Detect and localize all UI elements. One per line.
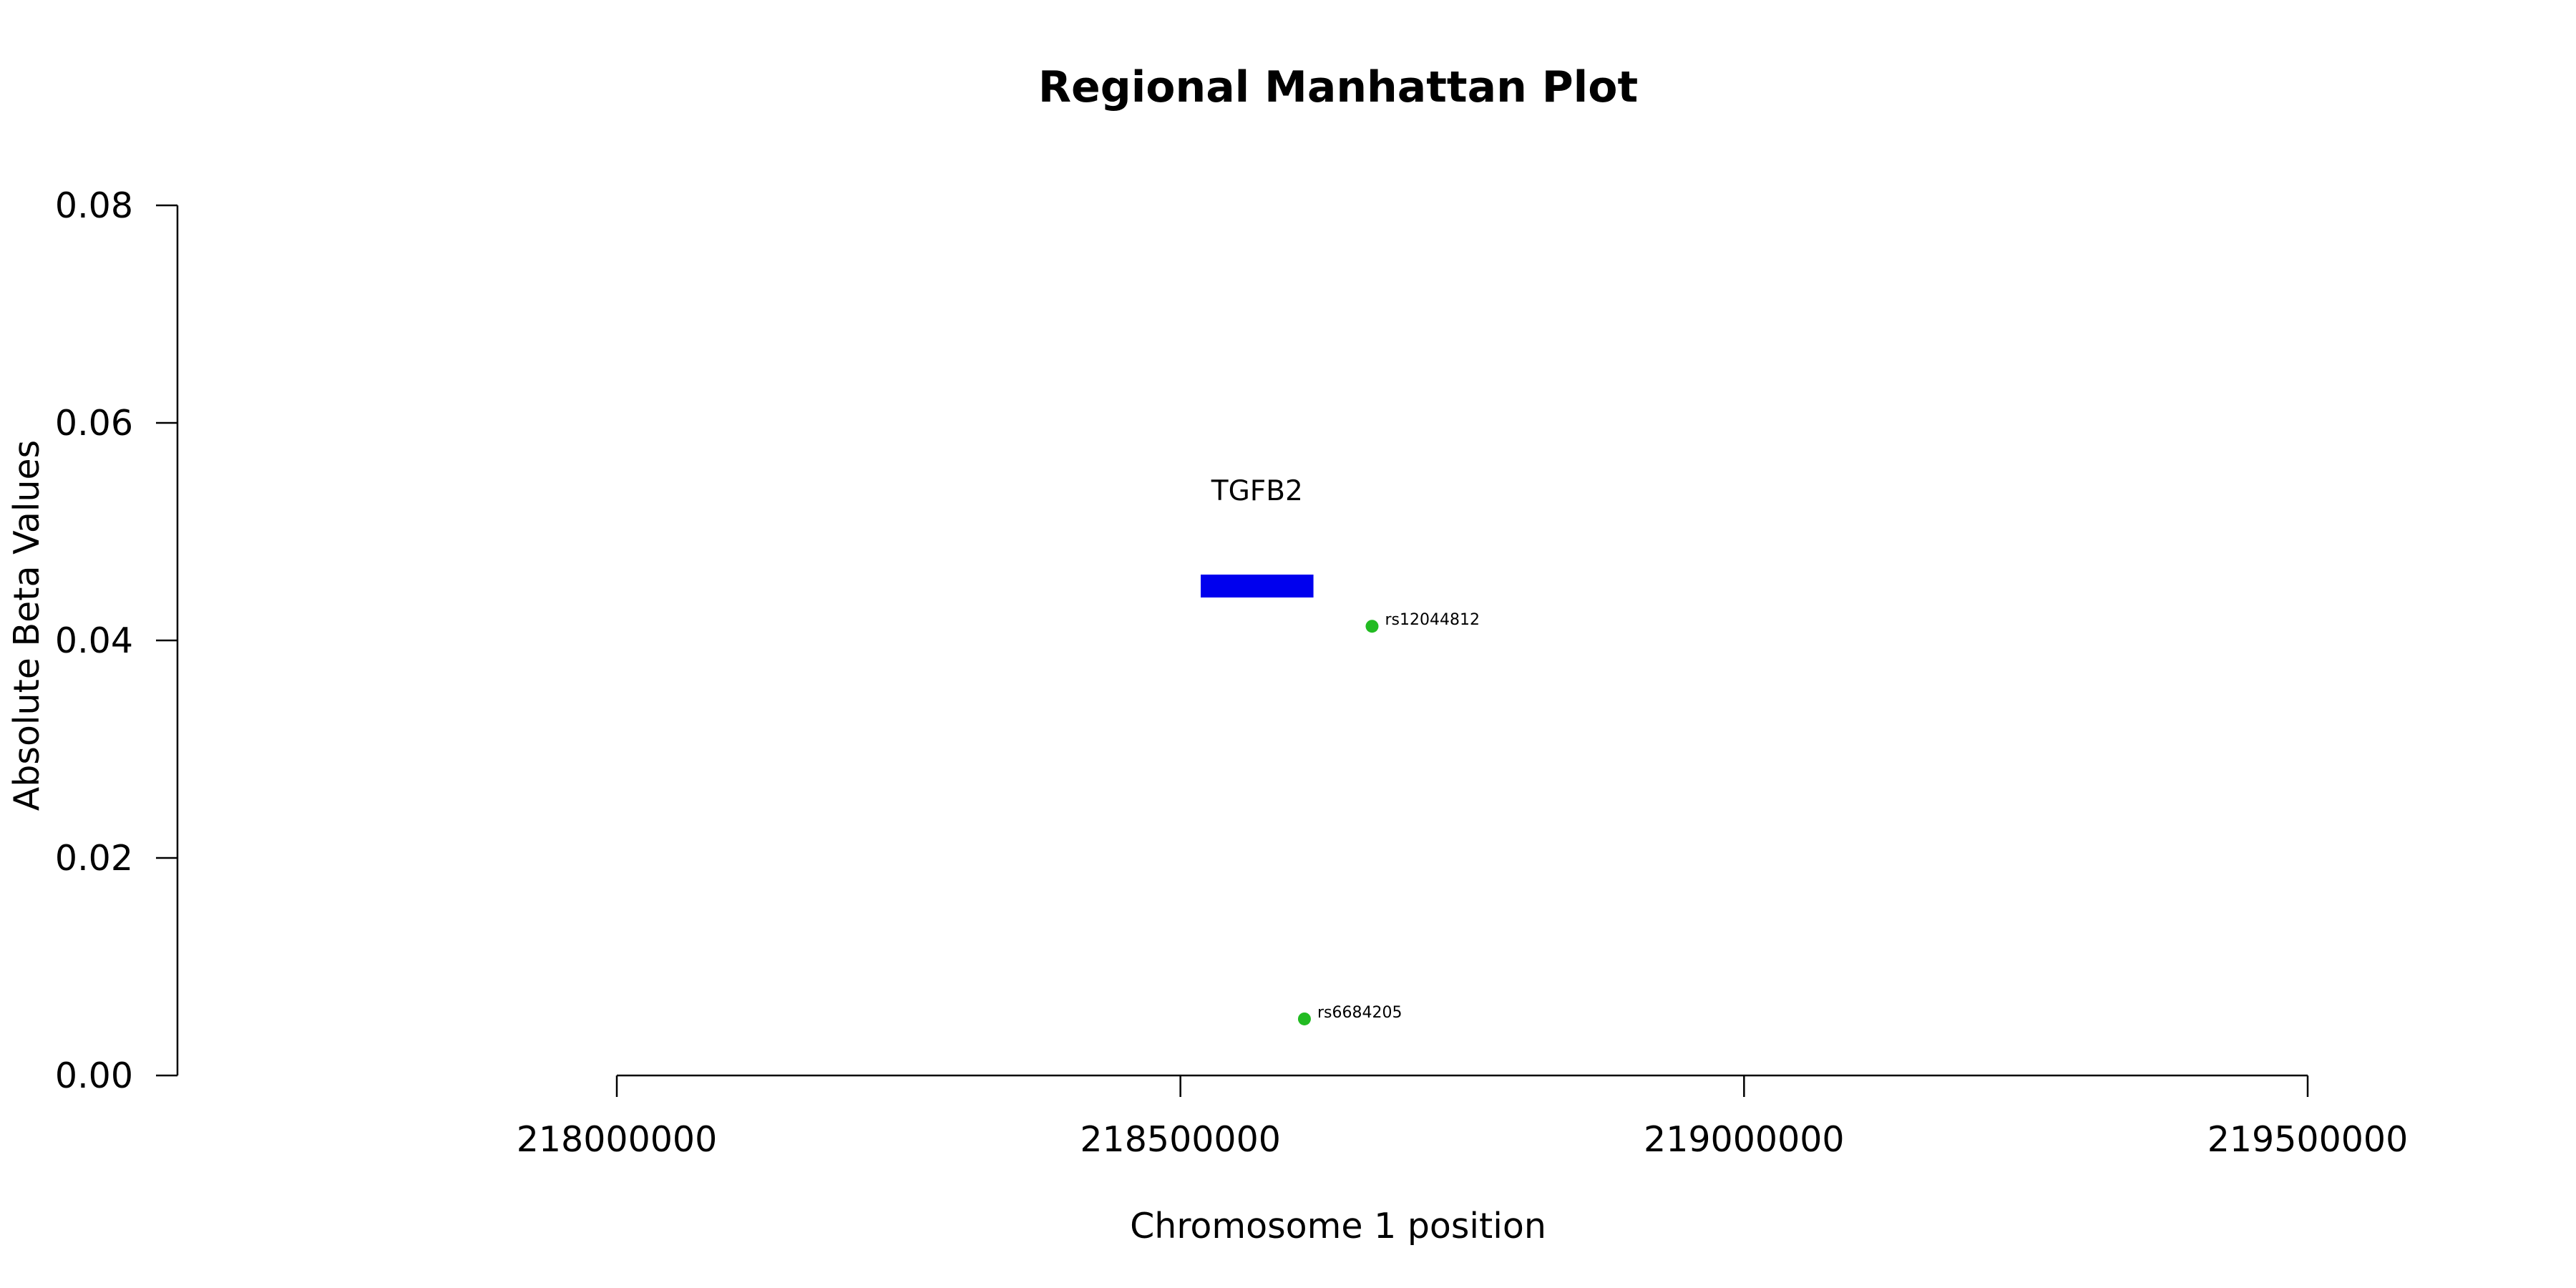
x-tick-label: 219000000 [1644, 1119, 1845, 1160]
y-tick-label: 0.02 [55, 838, 133, 879]
chart-title: Regional Manhattan Plot [1038, 62, 1638, 112]
x-axis-label: Chromosome 1 position [1130, 1206, 1546, 1246]
x-axis: 218000000 218500000 219000000 219500000 [517, 1074, 2409, 1160]
y-tick-label: 0.06 [55, 403, 133, 444]
x-tick-label: 219500000 [2207, 1119, 2409, 1160]
y-axis-label: Absolute Beta Values [6, 440, 47, 811]
gene-bar [1201, 575, 1314, 597]
snp-label: rs6684205 [1317, 1004, 1402, 1022]
y-tick-label: 0.00 [55, 1055, 133, 1096]
gene-track: TGFB2 [1201, 475, 1314, 597]
snp-point [1297, 1012, 1311, 1025]
y-axis: 0.00 0.02 0.04 0.06 0.08 [55, 185, 179, 1096]
snp-label: rs12044812 [1385, 611, 1479, 629]
y-tick-label: 0.08 [55, 185, 133, 226]
x-tick-label: 218500000 [1080, 1119, 1281, 1160]
gene-label: TGFB2 [1211, 475, 1303, 507]
snp-points: rs12044812 rs6684205 [1297, 611, 1480, 1025]
x-tick-label: 218000000 [517, 1119, 718, 1160]
snp-point [1365, 620, 1379, 633]
y-tick-label: 0.04 [55, 620, 133, 661]
